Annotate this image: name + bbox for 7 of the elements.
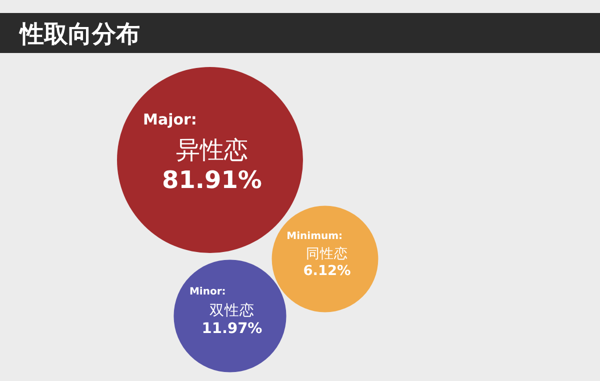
category-label: 同性恋 — [306, 246, 348, 262]
category-label: 双性恋 — [210, 302, 254, 319]
category-label: 异性恋 — [176, 136, 248, 164]
data-label: 81.91% — [162, 166, 262, 194]
data-label: 11.97% — [202, 320, 263, 337]
text: 性取向分布 — [18, 20, 140, 48]
data-label: 6.12% — [303, 262, 352, 279]
